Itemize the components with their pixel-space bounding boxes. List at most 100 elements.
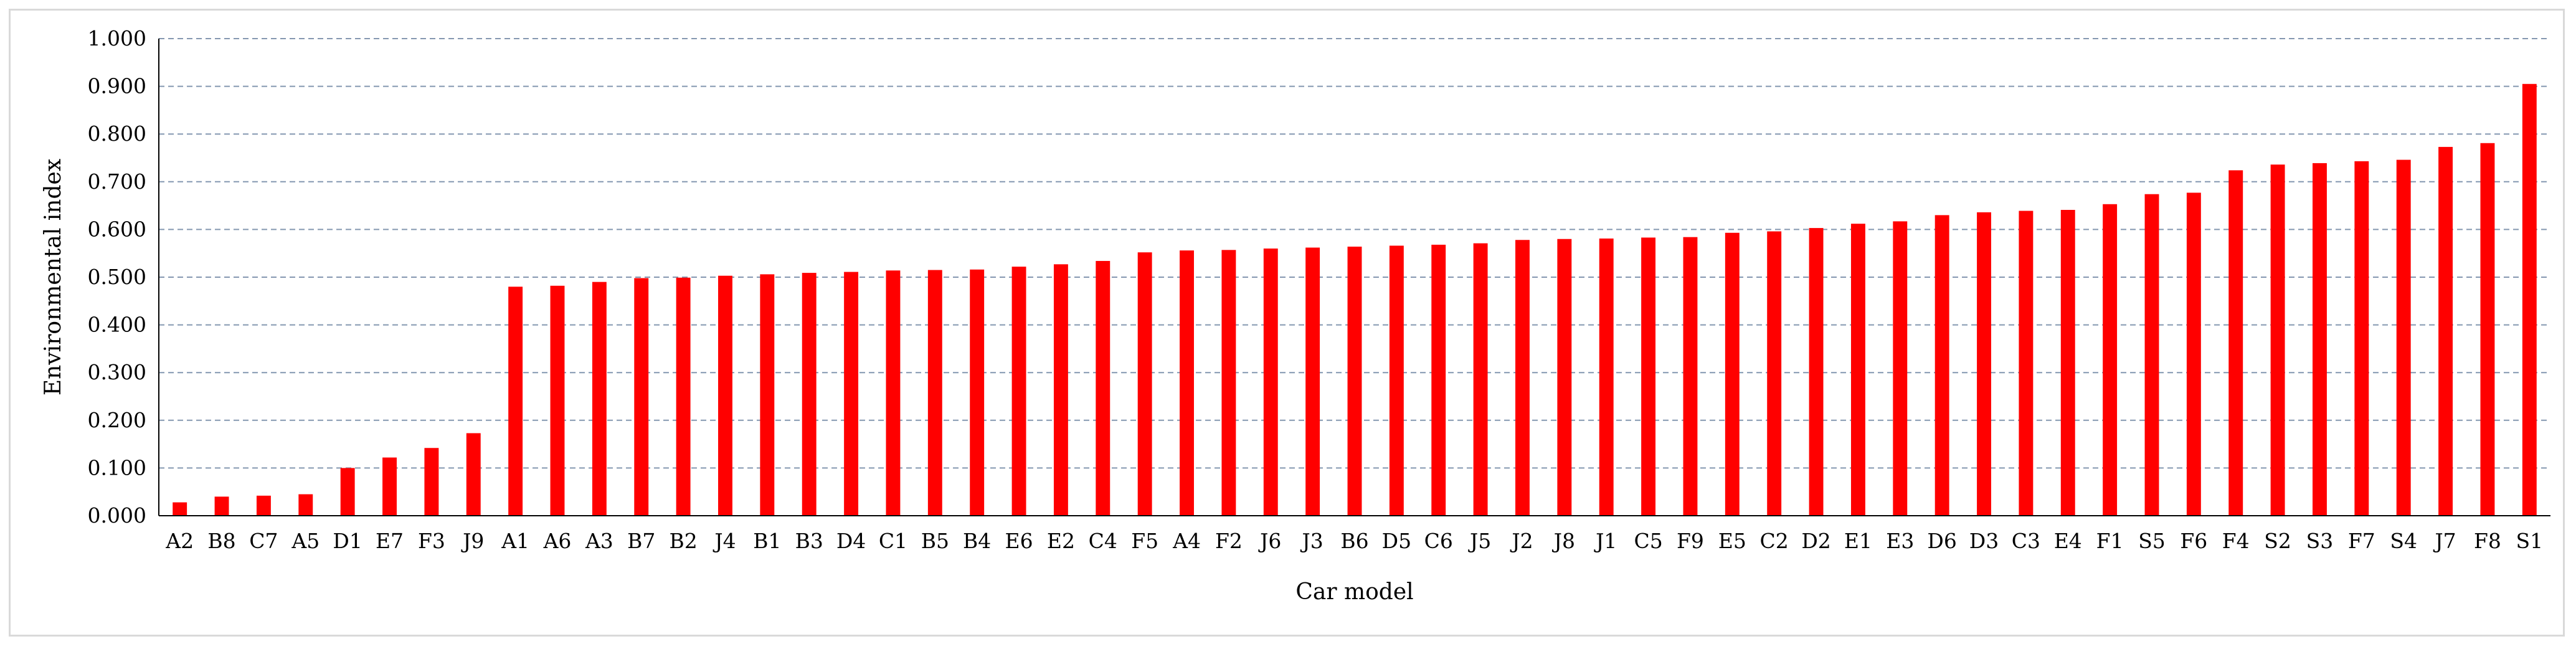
x-tick-label: A1 bbox=[501, 529, 529, 553]
bar-B4 bbox=[970, 269, 985, 516]
x-tick-label: D1 bbox=[333, 529, 362, 553]
x-tick-label: B7 bbox=[627, 529, 655, 553]
x-tick-label: C1 bbox=[879, 529, 907, 553]
x-tick-label: F5 bbox=[1131, 529, 1158, 553]
bar-J1 bbox=[1599, 238, 1614, 516]
bar-J7 bbox=[2438, 146, 2453, 516]
bar-A2 bbox=[173, 502, 187, 516]
x-tick-label: J4 bbox=[713, 529, 736, 553]
x-tick-label: E5 bbox=[1718, 529, 1746, 553]
x-tick-label: A3 bbox=[585, 529, 613, 553]
x-tick-label: D3 bbox=[1969, 529, 1999, 553]
x-tick-label: S2 bbox=[2264, 529, 2291, 553]
bar-J6 bbox=[1263, 249, 1278, 516]
x-tick-label: A6 bbox=[543, 529, 572, 553]
bar-J2 bbox=[1515, 240, 1530, 516]
bar-C2 bbox=[1767, 231, 1782, 516]
bar-J3 bbox=[1305, 247, 1320, 516]
x-tick-label: E6 bbox=[1005, 529, 1033, 553]
y-tick-label: 0.800 bbox=[88, 121, 146, 146]
bar-D6 bbox=[1934, 215, 1949, 516]
x-tick-label: J9 bbox=[461, 529, 484, 553]
bar-B7 bbox=[634, 278, 649, 516]
x-tick-label: F2 bbox=[1215, 529, 1243, 553]
bar-D1 bbox=[340, 468, 355, 516]
bar-A4 bbox=[1180, 250, 1194, 516]
x-tick-label: D5 bbox=[1382, 529, 1411, 553]
x-tick-label: J1 bbox=[1594, 529, 1617, 553]
x-tick-label: D6 bbox=[1927, 529, 1956, 553]
y-tick-label: 0.100 bbox=[88, 455, 146, 480]
bar-C6 bbox=[1431, 244, 1446, 516]
y-tick-label: 0.000 bbox=[88, 503, 146, 528]
bar-S5 bbox=[2144, 194, 2159, 516]
x-tick-labels: A2 B8 C7 A5 D1 E7 F3 J9 A1 A6 A3 B7 B2 J4 B1 B3 D4 C1 B5 B4… bbox=[165, 529, 2543, 553]
bar-C1 bbox=[886, 270, 901, 516]
bar-B2 bbox=[676, 277, 691, 516]
x-tick-label: F3 bbox=[418, 529, 445, 553]
y-tick-label: 0.600 bbox=[88, 217, 146, 241]
x-tick-label: C2 bbox=[1760, 529, 1789, 553]
x-axis-title: Car model bbox=[1295, 579, 1413, 605]
y-tick-label: 0.700 bbox=[88, 169, 146, 194]
bar-E1 bbox=[1850, 224, 1865, 516]
bar-S2 bbox=[2270, 164, 2285, 516]
x-tick-label: F7 bbox=[2348, 529, 2375, 553]
y-tick-labels: 0.000 0.100 0.200 0.300 0.400 0.500 0.600 0.700… bbox=[88, 26, 146, 528]
bar-B1 bbox=[760, 274, 775, 516]
x-tick-label: B3 bbox=[795, 529, 823, 553]
x-tick-label: C5 bbox=[1634, 529, 1662, 553]
bar-B8 bbox=[214, 496, 229, 516]
bar-C5 bbox=[1641, 237, 1656, 516]
x-tick-label: S1 bbox=[2516, 529, 2544, 553]
bar-D5 bbox=[1389, 245, 1404, 516]
y-tick-label: 0.400 bbox=[88, 313, 146, 337]
x-tick-label: F4 bbox=[2222, 529, 2250, 553]
bar-S1 bbox=[2522, 83, 2537, 516]
bar-F7 bbox=[2354, 161, 2369, 516]
bar-F5 bbox=[1137, 252, 1152, 516]
y-tick-label: 0.200 bbox=[88, 408, 146, 432]
y-tick-label: 1.000 bbox=[88, 26, 146, 50]
bar-F8 bbox=[2480, 143, 2495, 516]
bar-S4 bbox=[2396, 159, 2411, 516]
x-tick-label: E2 bbox=[1047, 529, 1075, 553]
bar-A6 bbox=[550, 285, 565, 516]
bar-J4 bbox=[718, 275, 732, 516]
chart-frame bbox=[9, 9, 2565, 637]
x-tick-label: C6 bbox=[1424, 529, 1453, 553]
x-tick-label: J5 bbox=[1468, 529, 1491, 553]
bar-F4 bbox=[2228, 170, 2243, 516]
x-tick-label: B1 bbox=[753, 529, 781, 553]
bar-E7 bbox=[382, 457, 397, 516]
x-tick-label: E1 bbox=[1844, 529, 1872, 553]
x-tick-label: F9 bbox=[1677, 529, 1704, 553]
y-tick-label: 0.900 bbox=[88, 74, 146, 98]
bar-E3 bbox=[1893, 221, 1908, 516]
bar-D4 bbox=[844, 272, 859, 516]
bar-E5 bbox=[1725, 232, 1740, 516]
bar-B5 bbox=[927, 270, 942, 516]
x-tick-label: B4 bbox=[963, 529, 991, 553]
x-tick-label: E4 bbox=[2054, 529, 2082, 553]
x-tick-label: J2 bbox=[1510, 529, 1533, 553]
bar-F3 bbox=[424, 448, 439, 516]
x-tick-label: S3 bbox=[2306, 529, 2334, 553]
y-tick-label: 0.500 bbox=[88, 265, 146, 289]
x-tick-label: S4 bbox=[2390, 529, 2417, 553]
bar-A1 bbox=[508, 287, 523, 516]
bar-A3 bbox=[592, 282, 607, 516]
bar-E4 bbox=[2060, 209, 2075, 516]
x-tick-label: J6 bbox=[1258, 529, 1281, 553]
bar-J5 bbox=[1473, 243, 1488, 516]
x-tick-label: A2 bbox=[165, 529, 194, 553]
bar-F1 bbox=[2103, 204, 2118, 516]
bar-C7 bbox=[256, 495, 271, 516]
x-tick-label: C4 bbox=[1089, 529, 1117, 553]
x-tick-label: F8 bbox=[2474, 529, 2501, 553]
bar-D2 bbox=[1809, 228, 1824, 516]
x-tick-label: S5 bbox=[2138, 529, 2166, 553]
x-tick-label: C7 bbox=[249, 529, 278, 553]
x-tick-label: J3 bbox=[1300, 529, 1324, 553]
